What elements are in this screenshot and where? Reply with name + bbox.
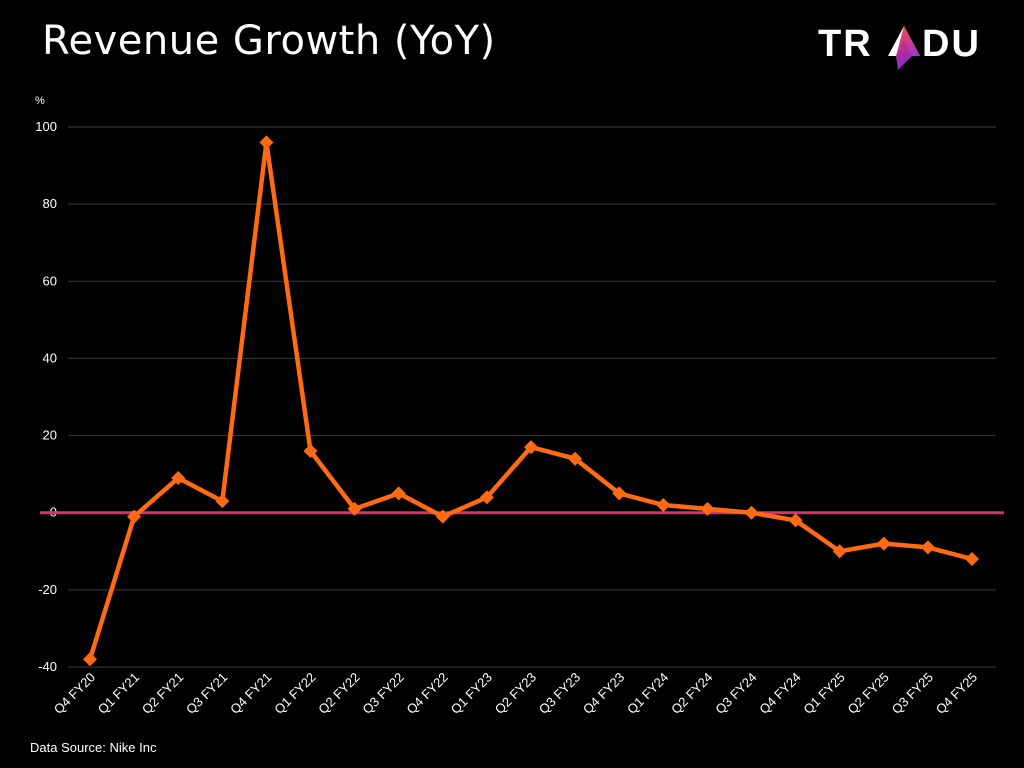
x-tick-label: Q1 FY24 <box>624 670 671 717</box>
series-polyline <box>87 140 973 660</box>
chart-title: Revenue Growth (YoY) <box>42 18 496 64</box>
data-point <box>700 501 715 516</box>
x-tick-label: Q4 FY20 <box>51 670 98 717</box>
x-tick-label: Q3 FY21 <box>183 670 230 717</box>
x-tick-label: Q1 FY25 <box>800 670 847 717</box>
logo-text-left: TR <box>818 23 873 65</box>
tradu-logo: TR DU <box>818 23 981 70</box>
data-point <box>832 544 847 559</box>
x-tick-label: Q2 FY23 <box>492 670 539 717</box>
data-point <box>524 440 538 455</box>
y-tick-label: 40 <box>43 350 57 365</box>
logo-accent-icon <box>896 26 920 70</box>
x-tick-label: Q2 FY24 <box>668 670 715 717</box>
data-source-note: Data Source: Nike Inc <box>30 740 157 755</box>
x-tick-label: Q1 FY22 <box>271 670 318 717</box>
data-point <box>303 444 318 458</box>
data-point <box>876 536 891 551</box>
data-point <box>788 513 803 528</box>
data-point <box>215 494 230 509</box>
x-tick-label: Q4 FY24 <box>756 670 803 717</box>
x-tick-label: Q2 FY22 <box>315 670 362 717</box>
data-point <box>920 540 935 555</box>
data-point <box>347 501 362 516</box>
x-tick-label: Q3 FY24 <box>712 670 759 717</box>
x-tick-label: Q4 FY23 <box>580 670 627 717</box>
series-line <box>87 140 973 660</box>
x-tick-label: Q1 FY23 <box>448 670 495 717</box>
y-axis: -40-20020406080100 <box>35 119 57 674</box>
data-point <box>127 509 142 524</box>
data-point <box>435 509 450 524</box>
x-tick-label: Q3 FY22 <box>359 670 406 717</box>
data-point <box>744 505 759 520</box>
x-tick-label: Q4 FY21 <box>227 670 274 717</box>
data-point <box>612 486 627 501</box>
data-point <box>391 486 406 501</box>
x-tick-label: Q2 FY25 <box>845 670 892 717</box>
data-point <box>83 652 97 667</box>
y-tick-label: 20 <box>43 428 57 443</box>
data-point <box>171 471 186 485</box>
data-point <box>568 451 583 466</box>
logo-text-right: DU <box>922 23 981 65</box>
series-markers <box>83 135 979 667</box>
x-tick-label: Q1 FY21 <box>95 670 142 717</box>
x-tick-label: Q3 FY25 <box>889 670 936 717</box>
y-tick-label: 80 <box>43 196 57 211</box>
data-point <box>965 552 979 566</box>
x-tick-label: Q3 FY23 <box>536 670 583 717</box>
data-point <box>259 135 274 150</box>
grid-lines <box>68 126 996 668</box>
data-point <box>656 498 671 512</box>
data-point <box>479 490 494 505</box>
x-tick-label: Q4 FY25 <box>933 670 980 717</box>
x-tick-label: Q4 FY22 <box>404 670 451 717</box>
x-tick-label: Q2 FY21 <box>139 670 186 717</box>
y-tick-label: -20 <box>38 582 57 597</box>
y-tick-label: 60 <box>43 273 57 288</box>
y-axis-unit-label: % <box>35 95 45 107</box>
y-tick-label: -40 <box>38 659 57 674</box>
y-tick-label: 100 <box>35 119 57 134</box>
